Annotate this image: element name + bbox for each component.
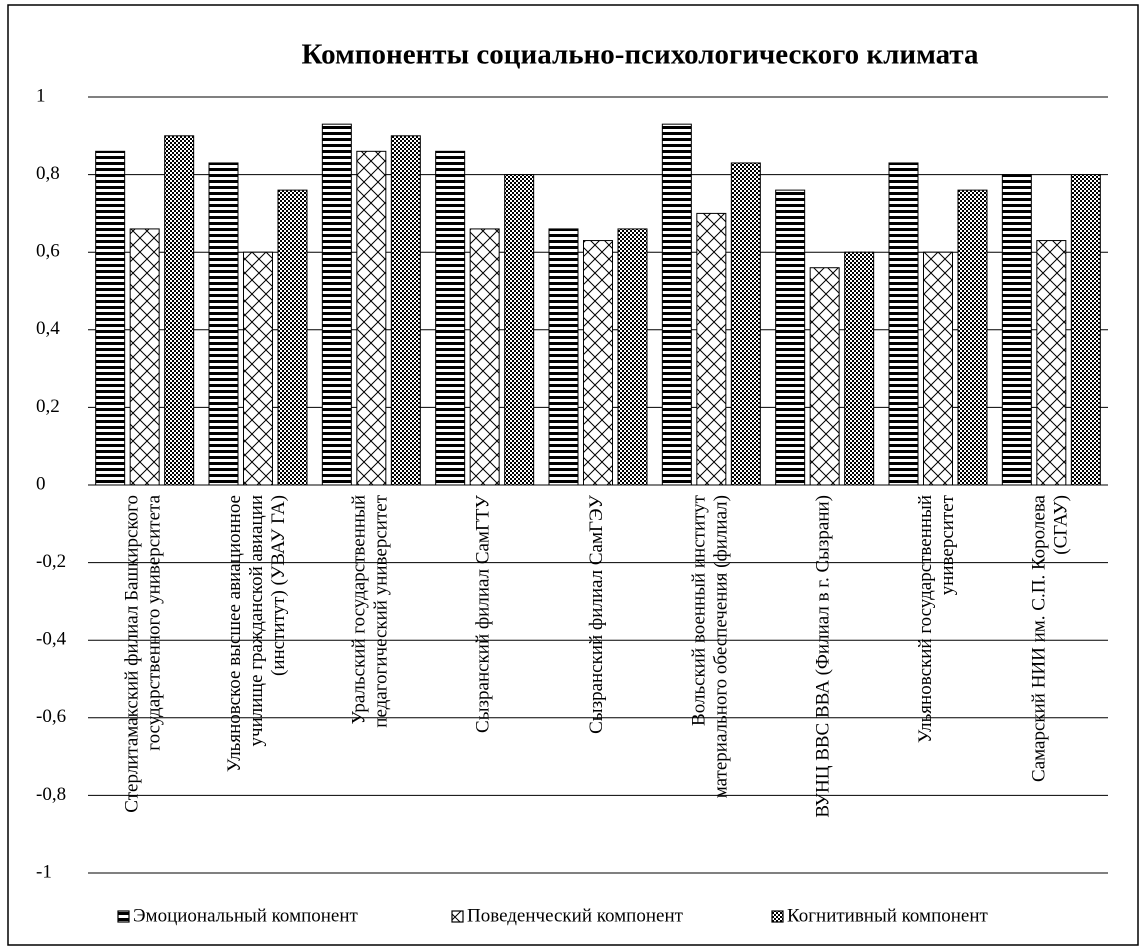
bar [730, 162, 761, 486]
bar [435, 150, 466, 486]
legend-swatch [451, 910, 464, 923]
x-tick-label-line: Уральский государственный [349, 495, 370, 724]
bar [95, 150, 126, 486]
x-tick-label-line: университет [937, 494, 958, 595]
x-tick-label: Самарский НИИ им. С.П. Королева(СГАУ) [1029, 494, 1072, 782]
bar [208, 162, 239, 486]
x-tick-label-line: Сызранский филиал СамГЭУ [586, 494, 607, 733]
bar [1036, 240, 1067, 486]
bar [164, 135, 195, 486]
x-tick-label-line: ВУНЦ ВВС ВВА (Филиал в г. Сызрани) [813, 495, 834, 818]
y-tick-label: 0,4 [36, 318, 60, 339]
x-tick-label-line: (СГАУ) [1051, 495, 1072, 555]
y-tick-label: 0,2 [36, 396, 60, 417]
x-tick-label-line: материального обеспечения (филиал) [711, 495, 732, 798]
x-tick-label-line: педагогический университет [371, 494, 392, 727]
bar [957, 189, 988, 486]
x-tick-label-line: Ульяновский государственный [915, 495, 936, 743]
x-tick-label: ВУНЦ ВВС ВВА (Филиал в г. Сызрани) [813, 495, 834, 818]
x-tick-label: Вольский военный институтматериального о… [689, 494, 732, 798]
bar [243, 251, 273, 486]
legend-swatch [771, 910, 784, 923]
x-tick-label: Ульяновское высшее авиационноеучилище гр… [224, 495, 289, 772]
legend-label: Когнитивный компонент [787, 905, 989, 926]
y-tick-label: -0,4 [36, 629, 67, 650]
x-tick-label-line: Ульяновское высшее авиационное [224, 495, 245, 772]
bar [661, 123, 692, 486]
bar [469, 228, 500, 486]
bar [129, 228, 160, 486]
y-tick-label: 0 [36, 473, 46, 494]
x-tick-label-line: Сызранский филиал СамГТУ [473, 494, 494, 732]
bar [390, 135, 421, 486]
x-tick-label-line: (институт) (УВАУ ГА) [268, 495, 289, 676]
bar [1070, 174, 1101, 486]
legend-label: Эмоциональный компонент [133, 905, 359, 926]
bar [888, 162, 919, 486]
chart-title: Компоненты социально-психологического кл… [302, 39, 979, 71]
bar [356, 150, 387, 486]
bar [321, 123, 352, 486]
bar [504, 174, 535, 486]
x-tick-label: Сызранский филиал СамГТУ [473, 494, 494, 732]
x-tick-label-line: государственного университета [144, 494, 165, 750]
bar [277, 189, 308, 486]
bar [923, 251, 953, 486]
y-tick-label: -1 [36, 861, 52, 882]
x-tick-label: Сызранский филиал СамГЭУ [586, 494, 607, 733]
y-tick-label: 0,6 [36, 241, 60, 262]
x-tick-label: Уральский государственныйпедагогический … [349, 494, 392, 727]
legend-label: Поведенческий компонент [467, 905, 684, 926]
bar [775, 189, 806, 486]
y-tick-label: 1 [36, 85, 46, 106]
bar [844, 251, 875, 486]
bar [583, 240, 613, 486]
legend-swatch [117, 910, 130, 923]
x-tick-label-line: училище гражданской авиации [246, 495, 267, 746]
bar [809, 267, 840, 486]
bar [617, 228, 648, 486]
y-tick-label: -0,8 [36, 784, 66, 805]
y-tick-label: 0,8 [36, 163, 60, 184]
x-tick-label: Стерлитамакский филиал Башкирскогогосуда… [122, 494, 165, 812]
x-tick-label: Ульяновский государственныйуниверситет [915, 494, 958, 743]
x-tick-label-line: Самарский НИИ им. С.П. Королева [1029, 494, 1050, 782]
x-tick-label-line: Стерлитамакский филиал Башкирского [122, 495, 143, 813]
x-tick-label-line: Вольский военный институт [689, 494, 710, 726]
bar [1001, 174, 1032, 486]
y-tick-label: -0,6 [36, 706, 66, 727]
bar [548, 228, 579, 486]
y-tick-label: -0,2 [36, 551, 66, 572]
bar [696, 212, 727, 486]
